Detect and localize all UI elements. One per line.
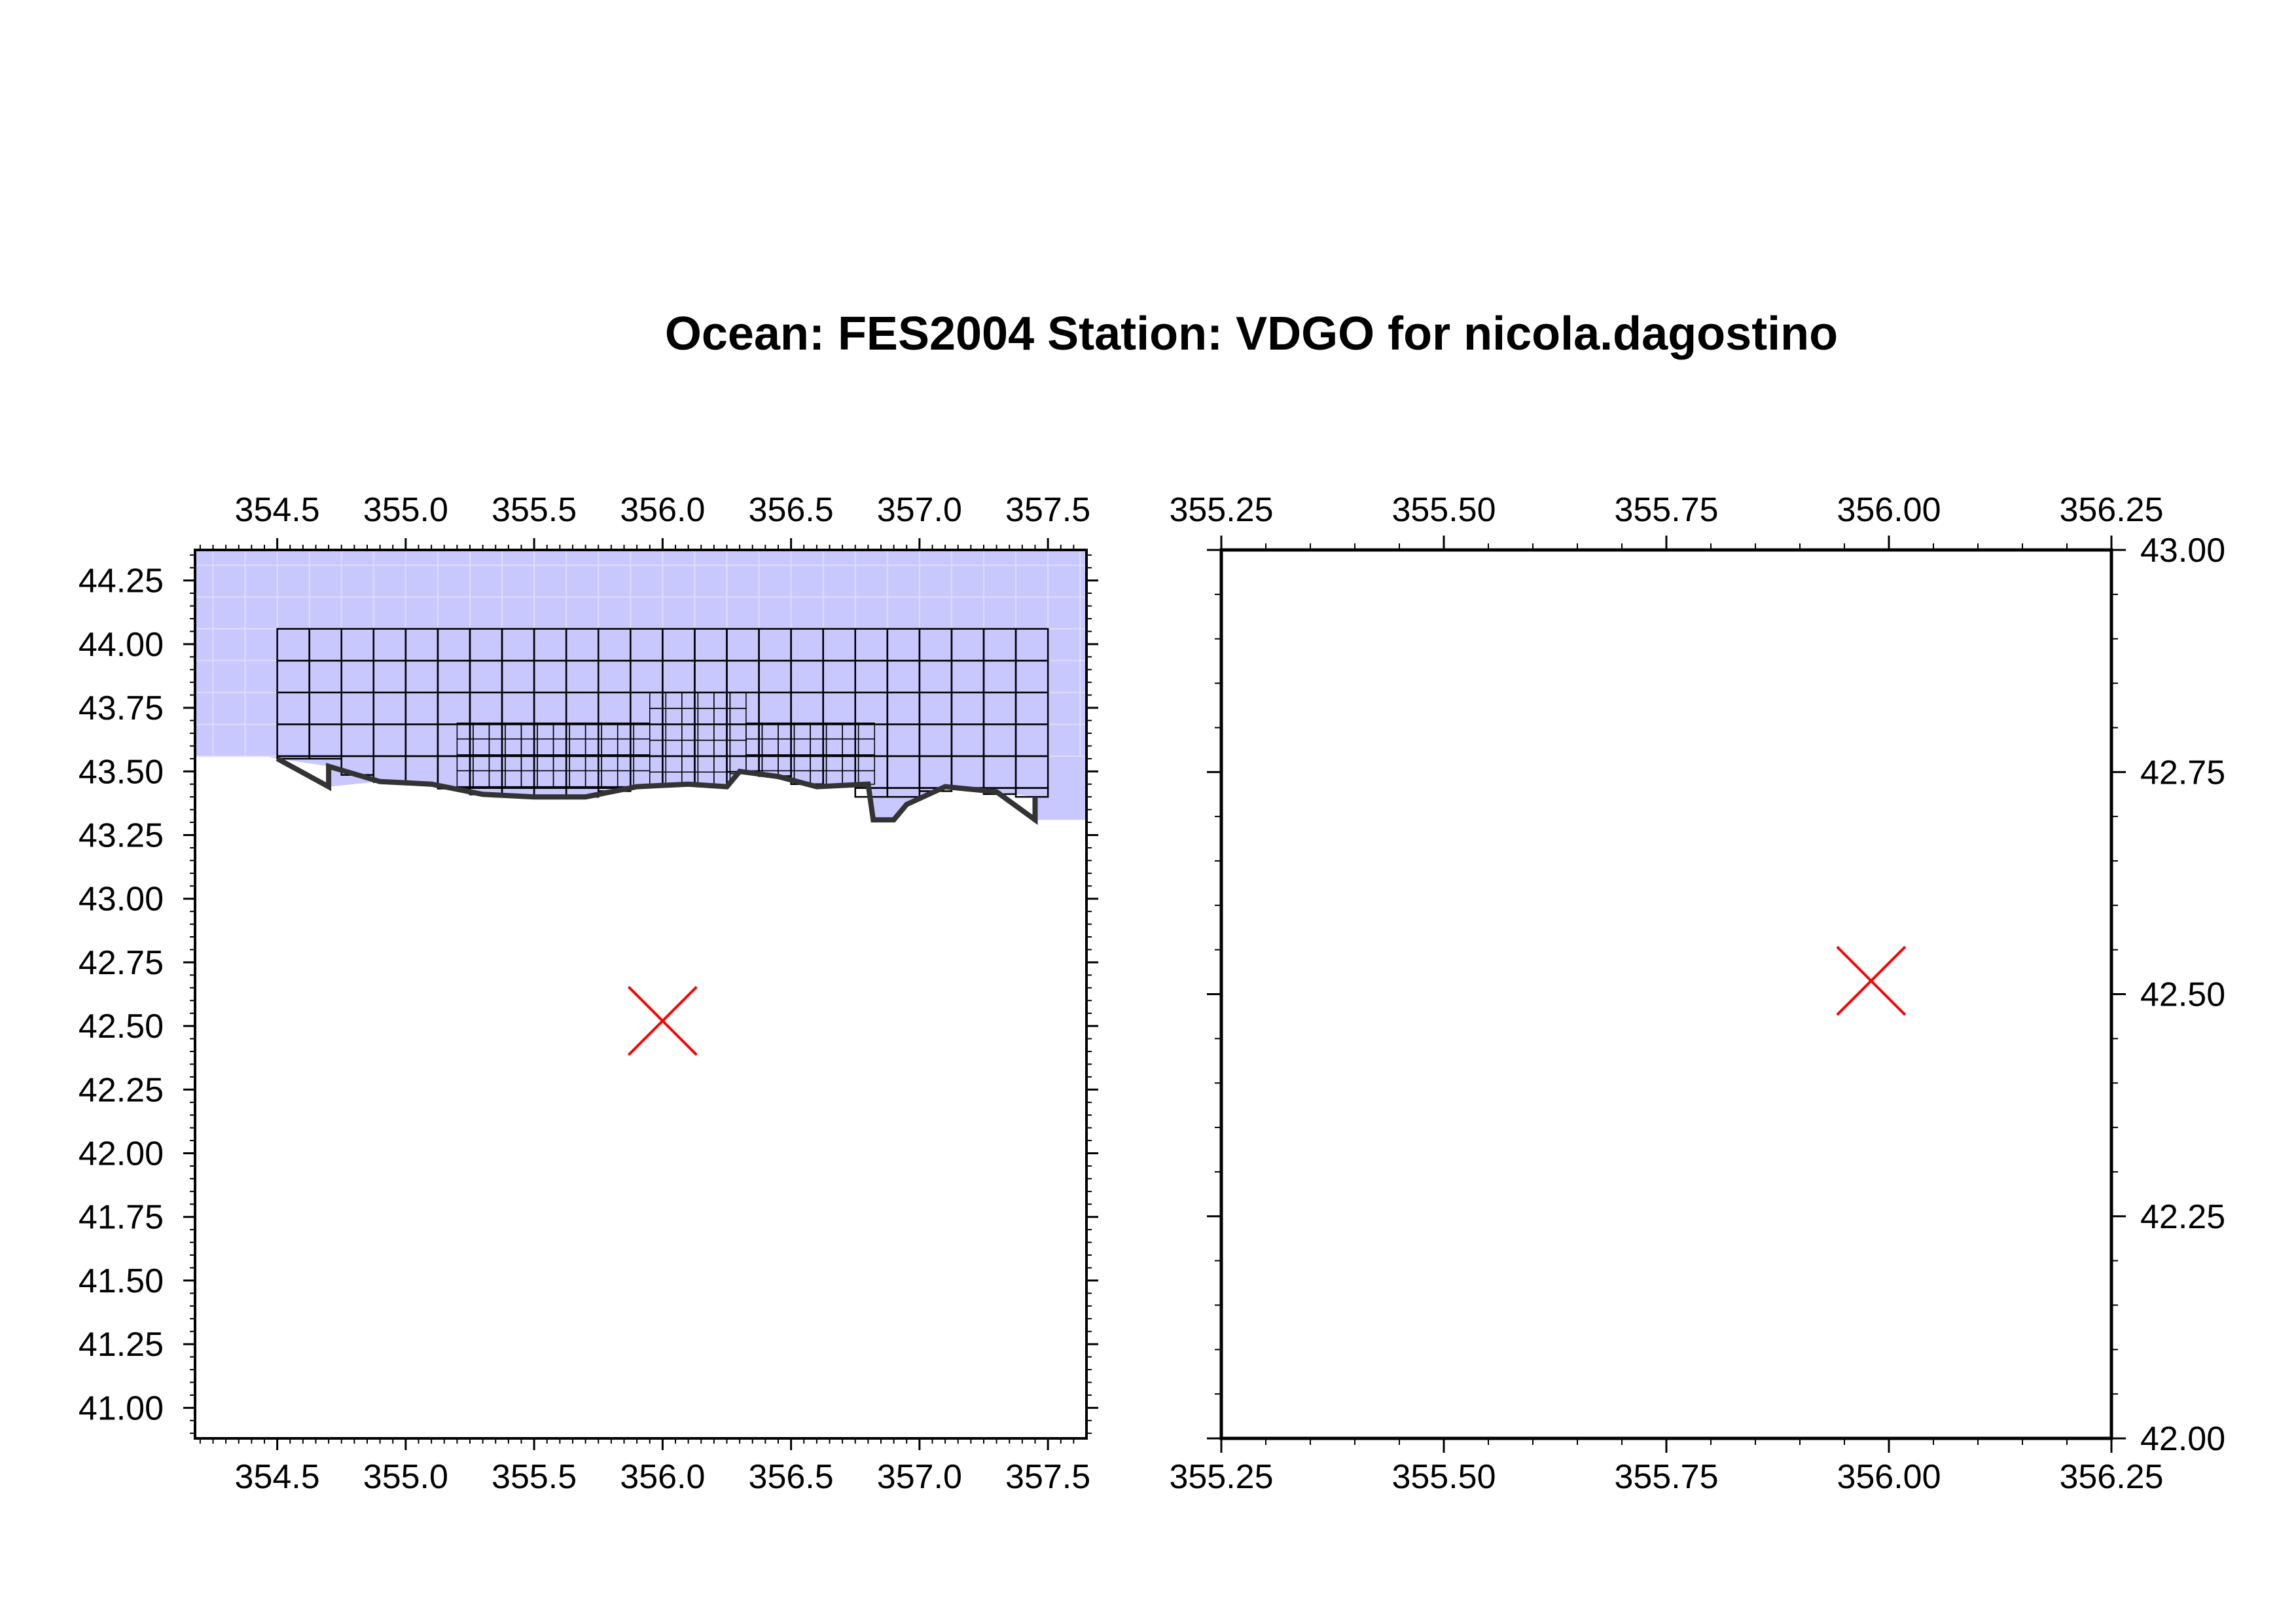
y-tick-label-left: 42.25 (79, 1071, 164, 1109)
station-marker-zoom (1836, 945, 1907, 1016)
x-tick-label-top: 355.0 (363, 491, 448, 529)
y-tick-label-left: 44.25 (79, 562, 164, 600)
right-map-axes: 355.25 355.25 355.50 355.50 355.75 355.75 356.… (1169, 491, 2225, 1496)
x-tick-label-bottom: 355.25 (1169, 1458, 1273, 1496)
coastline-line (276, 756, 1038, 826)
y-tick-label-right: 42.50 (2140, 976, 2225, 1014)
y-tick-label-left: 42.50 (79, 1008, 164, 1046)
x-tick-label-bottom: 356.5 (749, 1458, 834, 1496)
station-marker (627, 985, 698, 1056)
x-tick-label-bottom: 355.75 (1614, 1458, 1718, 1496)
x-tick-label-bottom: 357.5 (1005, 1458, 1090, 1496)
x-tick-label-bottom: 355.0 (363, 1458, 448, 1496)
figure-title: Ocean: FES2004 Station: VDGO for nicola.… (665, 308, 1838, 360)
right-map-panel: 355.25 355.25 355.50 355.50 355.75 355.75 356.… (1169, 491, 2225, 1496)
y-tick-label-left: 43.00 (79, 881, 164, 919)
x-tick-label-bottom: 355.50 (1391, 1458, 1496, 1496)
x-tick-label-top: 357.5 (1005, 491, 1090, 529)
x-tick-label-top: 354.5 (235, 491, 320, 529)
left-map-axes: 354.5 354.5 355.0 355.0 355.5 355.5 356.0 356.0… (79, 491, 1098, 1496)
y-tick-label-left: 43.50 (79, 753, 164, 791)
x-tick-label-bottom: 355.5 (492, 1458, 577, 1496)
y-tick-label-left: 41.00 (79, 1389, 164, 1427)
x-tick-label-top: 357.0 (877, 491, 962, 529)
y-tick-label-right: 42.25 (2140, 1198, 2225, 1236)
x-tick-label-top: 356.0 (620, 491, 705, 529)
x-tick-label-top: 355.75 (1614, 491, 1718, 529)
x-tick-label-top: 355.50 (1391, 491, 1496, 529)
left-map-frame (194, 549, 1088, 1440)
y-tick-label-left: 41.25 (79, 1326, 164, 1364)
y-tick-label-right: 42.75 (2140, 754, 2225, 792)
station-cross-zoom-stroke-b (1836, 945, 1907, 1016)
fine-mesh (456, 691, 875, 788)
x-tick-label-top: 356.00 (1837, 491, 1941, 529)
station-cross-stroke-b (627, 985, 698, 1056)
x-tick-label-bottom: 356.00 (1837, 1458, 1941, 1496)
coastline (276, 756, 1038, 826)
mesh-cell (1014, 787, 1049, 798)
y-tick-label-right: 42.00 (2140, 1420, 2225, 1458)
y-tick-label-left: 43.75 (79, 689, 164, 727)
x-tick-label-top: 356.5 (749, 491, 834, 529)
left-map-panel: 354.5 354.5 355.0 355.0 355.5 355.5 356.0 356.0… (79, 491, 1098, 1496)
x-tick-label-bottom: 357.0 (877, 1458, 962, 1496)
x-tick-label-top: 355.25 (1169, 491, 1273, 529)
x-tick-label-top: 355.5 (492, 491, 577, 529)
y-tick-label-right: 43.00 (2140, 532, 2225, 570)
x-tick-label-bottom: 356.0 (620, 1458, 705, 1496)
x-tick-label-top: 356.25 (2059, 491, 2163, 529)
y-tick-label-left: 41.75 (79, 1199, 164, 1237)
y-tick-label-left: 42.00 (79, 1135, 164, 1173)
y-tick-label-left: 44.00 (79, 626, 164, 664)
ocean-fill (195, 550, 1086, 820)
mesh-cell (886, 787, 921, 798)
x-tick-label-bottom: 354.5 (235, 1458, 320, 1496)
x-tick-label-bottom: 356.25 (2059, 1458, 2163, 1496)
y-tick-label-left: 43.25 (79, 816, 164, 854)
y-tick-label-left: 41.50 (79, 1262, 164, 1300)
y-tick-label-left: 42.75 (79, 944, 164, 982)
right-map-frame (1219, 548, 2113, 1440)
